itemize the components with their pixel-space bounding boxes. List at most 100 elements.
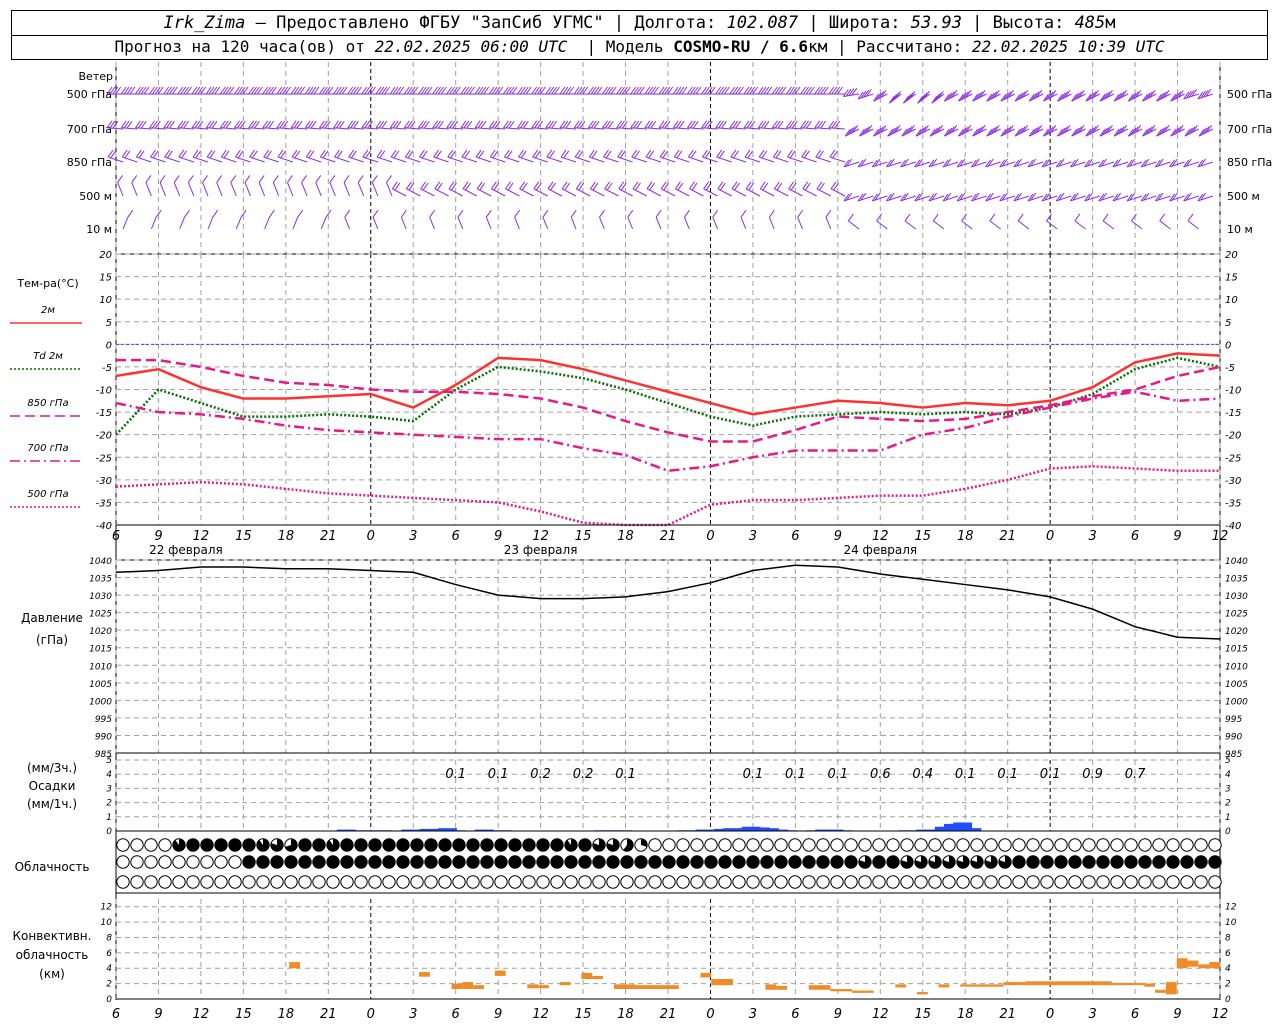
wind-barb bbox=[235, 149, 251, 163]
wind-barb-feather bbox=[806, 120, 812, 129]
precip-bar bbox=[714, 828, 724, 831]
wind-barb-shaft bbox=[150, 156, 166, 163]
wind-barb bbox=[672, 120, 690, 130]
wind-barb-feather bbox=[200, 86, 207, 95]
wind-barb-feather bbox=[390, 149, 397, 158]
wind-barb bbox=[262, 120, 279, 130]
wind-barb-feather bbox=[664, 86, 671, 95]
wind-barb-shaft bbox=[457, 216, 464, 230]
wind-barb-shaft bbox=[800, 127, 817, 130]
cloud-fill bbox=[858, 855, 872, 869]
wind-barb-feather bbox=[760, 120, 767, 129]
wind-barb-feather bbox=[407, 150, 414, 159]
wind-barb-feather bbox=[863, 126, 870, 134]
wind-barb bbox=[517, 86, 534, 95]
cloud-circle bbox=[732, 838, 746, 852]
lon-value: 102.087 bbox=[726, 13, 799, 33]
conv-bar bbox=[960, 984, 1004, 987]
wind-barb-feather bbox=[1045, 92, 1052, 101]
wind-barb bbox=[291, 149, 308, 163]
cloud-symbol bbox=[984, 875, 998, 889]
wind-barb-feather bbox=[678, 120, 685, 129]
wind-barb-feather bbox=[422, 182, 429, 191]
cloud-circle bbox=[452, 875, 466, 889]
wind-barb bbox=[343, 175, 351, 197]
conv-ytick-right: 12 bbox=[1225, 903, 1237, 913]
precip-bar bbox=[750, 826, 761, 831]
wind-barb-shaft bbox=[244, 182, 251, 197]
wind-barb bbox=[801, 149, 817, 163]
wind-barb-feather bbox=[336, 86, 342, 95]
wind-barb-feather bbox=[475, 149, 482, 158]
wind-barb-feather bbox=[110, 150, 117, 159]
wind-barb-shaft bbox=[136, 156, 152, 163]
wind-barb-shaft bbox=[1156, 128, 1171, 137]
wind-barb-feather bbox=[705, 182, 712, 191]
conv-ytick: 2 bbox=[106, 980, 112, 990]
wind-barb-feather bbox=[820, 86, 826, 95]
cloud-fill bbox=[802, 855, 816, 869]
wind-barb bbox=[740, 209, 747, 230]
cloud-fill bbox=[704, 855, 718, 869]
wind-barb-feather bbox=[945, 192, 952, 201]
wind-barb bbox=[457, 209, 464, 230]
wind-barb-shaft bbox=[972, 128, 987, 137]
wind-barb-shaft bbox=[972, 93, 987, 102]
wind-barb-shaft bbox=[264, 216, 270, 230]
wind-barb-feather bbox=[563, 150, 570, 159]
wind-barb bbox=[149, 86, 166, 95]
temp-legend-label: 700 гПа bbox=[27, 443, 68, 454]
cloud-fill bbox=[186, 838, 200, 852]
cloud-symbol bbox=[592, 875, 606, 889]
precip-ytick: 2 bbox=[106, 799, 112, 809]
wind-barb-feather bbox=[635, 182, 641, 191]
cloud-symbol bbox=[1082, 838, 1096, 852]
hour-tick-label-bottom: 15 bbox=[914, 1007, 931, 1022]
wind-barb-feather bbox=[1042, 93, 1049, 102]
wind-barb-feather bbox=[112, 120, 119, 129]
wind-barb-shaft bbox=[1028, 93, 1044, 102]
pressure-ytick: 1010 bbox=[89, 662, 112, 672]
wind-barb bbox=[230, 175, 237, 197]
wind-barb bbox=[1013, 158, 1030, 168]
precip-bar bbox=[346, 829, 356, 831]
wind-barb-shaft bbox=[1043, 128, 1058, 137]
cloud-symbol bbox=[508, 855, 522, 869]
wind-barb-feather bbox=[1086, 192, 1093, 201]
wind-barb-feather bbox=[1186, 90, 1192, 99]
temp-title: Тем-ра(°C) bbox=[16, 277, 78, 290]
cloud-symbol bbox=[382, 855, 396, 869]
cloud-circle bbox=[536, 875, 550, 889]
wind-barb-shaft bbox=[873, 93, 888, 102]
temp-ytick: -15 bbox=[96, 408, 112, 419]
conv-ytick-right: 4 bbox=[1225, 964, 1231, 974]
wind-barb-feather bbox=[948, 126, 955, 134]
cloud-fill bbox=[1138, 855, 1152, 869]
wind-barb-shaft bbox=[830, 188, 846, 197]
wind-barb bbox=[903, 90, 916, 104]
precip-bar bbox=[428, 828, 439, 831]
wind-barb-feather bbox=[450, 150, 456, 159]
wind-barb-feather bbox=[1156, 128, 1163, 137]
wind-barb-feather bbox=[1187, 213, 1194, 222]
wind-barb-feather bbox=[392, 120, 399, 129]
wind-barb-feather bbox=[219, 120, 226, 129]
wind-barb-feather bbox=[497, 86, 504, 95]
wind-barb-feather bbox=[602, 120, 608, 129]
hour-tick-label: 3 bbox=[1088, 529, 1096, 544]
wind-barb bbox=[830, 181, 846, 197]
wind-barb-feather bbox=[564, 182, 571, 191]
wind-barb-feather bbox=[1071, 128, 1078, 137]
cloud-circle bbox=[746, 875, 760, 889]
wind-barb-feather bbox=[791, 86, 798, 95]
wind-barb-feather bbox=[1149, 90, 1156, 98]
wind-barb-feather bbox=[658, 86, 665, 95]
wind-barb-shaft bbox=[616, 127, 633, 130]
wind-barb-feather bbox=[364, 120, 371, 129]
wind-barb-feather bbox=[117, 175, 124, 183]
wind-barb-feather bbox=[350, 150, 357, 159]
wind-barb bbox=[503, 120, 520, 130]
cloud-symbol bbox=[606, 838, 620, 852]
wind-barb bbox=[999, 158, 1015, 168]
wind-barb bbox=[703, 181, 718, 197]
